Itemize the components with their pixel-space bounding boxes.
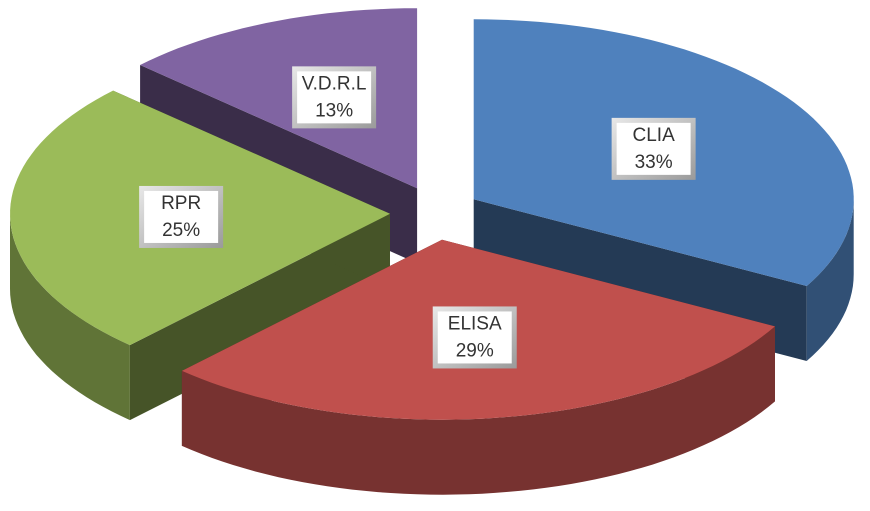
label-box-inner: [144, 190, 219, 243]
slice-top: [140, 8, 418, 189]
value-label: 25%: [162, 220, 200, 241]
category-label: ELISA: [448, 313, 502, 334]
category-label: V.D.R.L: [302, 73, 367, 94]
data-label: RPR 25%: [139, 185, 224, 248]
category-label: CLIA: [633, 125, 676, 146]
value-label: 29%: [456, 340, 494, 361]
data-label: CLIA 33%: [611, 117, 696, 180]
category-label: RPR: [161, 193, 201, 214]
value-label: 13%: [315, 100, 353, 121]
slice-wall: [181, 326, 775, 495]
data-label: V.D.R.L 13%: [292, 66, 377, 129]
slice-wall: [806, 199, 854, 361]
label-box-inner: [616, 122, 691, 175]
label-box-inner: [297, 71, 372, 124]
slice-wall: [10, 213, 130, 421]
data-label: ELISA 29%: [432, 306, 517, 369]
label-box-inner: [437, 311, 512, 364]
value-label: 33%: [635, 152, 673, 173]
